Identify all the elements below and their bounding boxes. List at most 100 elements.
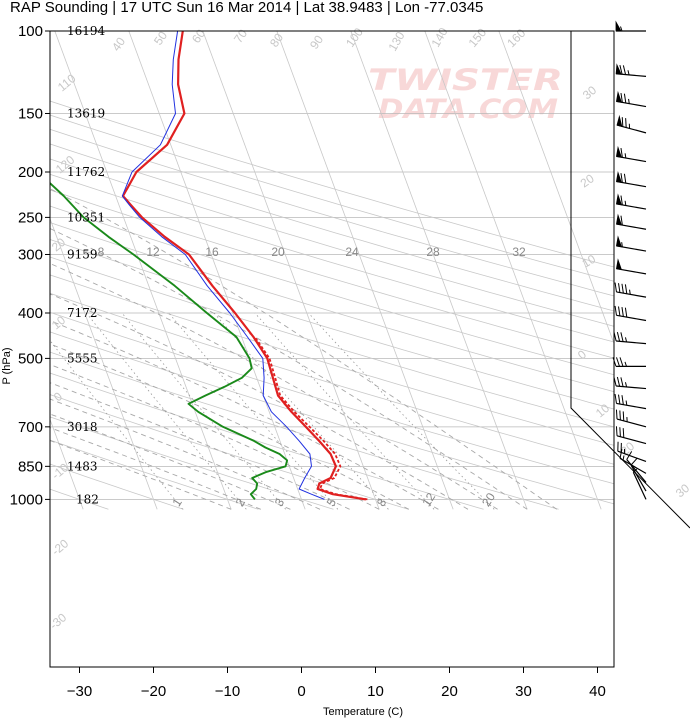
dry-adiabat-line bbox=[50, 100, 614, 268]
dry-adiabat-line bbox=[50, 416, 334, 510]
moist-adiabat-label: 8 bbox=[98, 245, 105, 259]
wind-barb-pennant bbox=[615, 145, 622, 158]
plot-frame bbox=[49, 30, 615, 668]
isotherm-line bbox=[424, 31, 602, 510]
wind-barb-flag bbox=[623, 93, 627, 104]
moist-adiabat-label: 32 bbox=[512, 245, 526, 259]
wind-barb-flag bbox=[618, 306, 621, 316]
isotherm-line bbox=[50, 217, 158, 510]
height-label: 9159 bbox=[67, 247, 98, 261]
wind-barb-pennant bbox=[615, 193, 622, 206]
wind-barb bbox=[630, 457, 647, 492]
watermark: TWISTER DATA.COM bbox=[368, 63, 563, 125]
wind-barb-flag bbox=[616, 376, 621, 387]
wind-barb-flag bbox=[620, 332, 624, 342]
wind-barb-half-flag bbox=[624, 200, 627, 206]
moist-adiabat-label: 16 bbox=[205, 245, 219, 259]
wind-barb bbox=[615, 235, 647, 252]
wind-barb-staff bbox=[619, 457, 647, 474]
dry-adiabat-line bbox=[50, 173, 614, 343]
wind-barb-flag bbox=[625, 118, 627, 128]
y-axis: 100 150 200 250 300 400 500 700 850 1000 bbox=[10, 23, 50, 508]
wind-barb-pennant bbox=[615, 235, 622, 248]
isotherm-line bbox=[498, 31, 614, 345]
wind-barb-pennant bbox=[615, 63, 622, 75]
wind-barb-half-flag bbox=[624, 382, 628, 388]
wind-barb-flag bbox=[619, 357, 624, 367]
wind-barb-flag bbox=[620, 377, 624, 387]
grid bbox=[50, 31, 614, 510]
wind-barb-pennant bbox=[615, 20, 622, 32]
dry-adiabat-line bbox=[50, 205, 614, 376]
wind-barb-flag bbox=[621, 117, 624, 127]
wind-barb-staff bbox=[616, 314, 647, 322]
wind-barb-staff bbox=[616, 402, 647, 410]
moist-adiabat-label: 20 bbox=[271, 245, 285, 259]
dry-adiabat-line bbox=[50, 463, 184, 510]
wind-barb-staff bbox=[616, 385, 647, 390]
wind-barb-flag bbox=[623, 173, 627, 184]
wind-barb-flag bbox=[626, 451, 633, 460]
wind-barb-half-flag bbox=[632, 468, 638, 473]
wind-barb bbox=[632, 468, 647, 500]
dry-adiabat-line bbox=[50, 189, 614, 359]
wind-barb-pennant bbox=[615, 258, 622, 271]
y-tick-label: 500 bbox=[18, 350, 43, 367]
dry-adiabat-line bbox=[50, 114, 614, 282]
wind-barb-flag bbox=[615, 426, 618, 436]
wind-barb-flag bbox=[618, 283, 621, 293]
wind-barb bbox=[615, 90, 647, 108]
wind-barb-half-flag bbox=[620, 26, 623, 32]
wind-barb-staff bbox=[616, 435, 647, 445]
wind-barb-staff bbox=[616, 340, 647, 345]
wind-barb-pennant bbox=[615, 90, 622, 103]
wind-barb-flag bbox=[615, 409, 618, 420]
wind-barb bbox=[615, 63, 647, 77]
wind-barb-flag bbox=[619, 64, 623, 75]
temperature-line bbox=[121, 31, 367, 501]
moist-adiabat-line bbox=[50, 440, 232, 510]
moist-adiabat-line bbox=[50, 343, 410, 510]
wind-panel-border bbox=[570, 31, 690, 529]
height-label: 10351 bbox=[67, 210, 105, 224]
wind-barb-flag bbox=[614, 393, 617, 404]
parcel-line bbox=[121, 31, 325, 500]
wind-barb-staff bbox=[616, 291, 647, 298]
wind-barb-half-flag bbox=[624, 337, 628, 343]
wind-barb bbox=[613, 376, 647, 390]
moist-adiabat-label: 24 bbox=[345, 245, 359, 259]
wind-barb-flag bbox=[630, 457, 638, 466]
wind-barb-flag bbox=[616, 357, 620, 367]
watermark-line-1: TWISTER bbox=[368, 63, 563, 97]
x-axis: −30 −20 −10 0 10 20 30 40 bbox=[67, 667, 606, 700]
dry-adiabat-line bbox=[50, 439, 259, 510]
dry-adiabat-line bbox=[50, 311, 614, 485]
dry-adiabat-line bbox=[50, 128, 614, 297]
wind-barb-flag bbox=[621, 283, 624, 294]
moist-adiabat-line bbox=[50, 320, 439, 510]
wind-barb-staff bbox=[630, 464, 647, 492]
x-tick-label: 20 bbox=[441, 683, 458, 700]
height-label: 7172 bbox=[67, 306, 98, 320]
wind-barb-panel bbox=[570, 20, 690, 529]
wind-barb bbox=[615, 145, 647, 163]
moist-adiabat-line bbox=[50, 413, 291, 510]
wind-barb-flag bbox=[619, 449, 623, 459]
wind-barb bbox=[613, 331, 647, 345]
dry-adiabat-line bbox=[50, 274, 614, 446]
mixing-ratio-line bbox=[50, 339, 184, 510]
wind-barb-staff bbox=[626, 459, 647, 483]
wind-barb-half-flag bbox=[624, 361, 627, 367]
wind-barb bbox=[615, 171, 647, 188]
wind-barb bbox=[614, 305, 647, 322]
adiabat-label: 30 bbox=[673, 481, 690, 501]
wind-barb bbox=[614, 282, 647, 298]
dry-adiabat-line bbox=[50, 372, 484, 510]
y-tick-label: 250 bbox=[18, 209, 43, 226]
height-labels: 1619413619117621035191597172555530181483… bbox=[67, 24, 106, 506]
wind-barb bbox=[615, 20, 646, 32]
chart-title: RAP Sounding | 17 UTC Sun 16 Mar 2014 | … bbox=[10, 0, 483, 16]
height-label: 3018 bbox=[67, 420, 98, 434]
wind-barb-flag bbox=[619, 410, 621, 421]
